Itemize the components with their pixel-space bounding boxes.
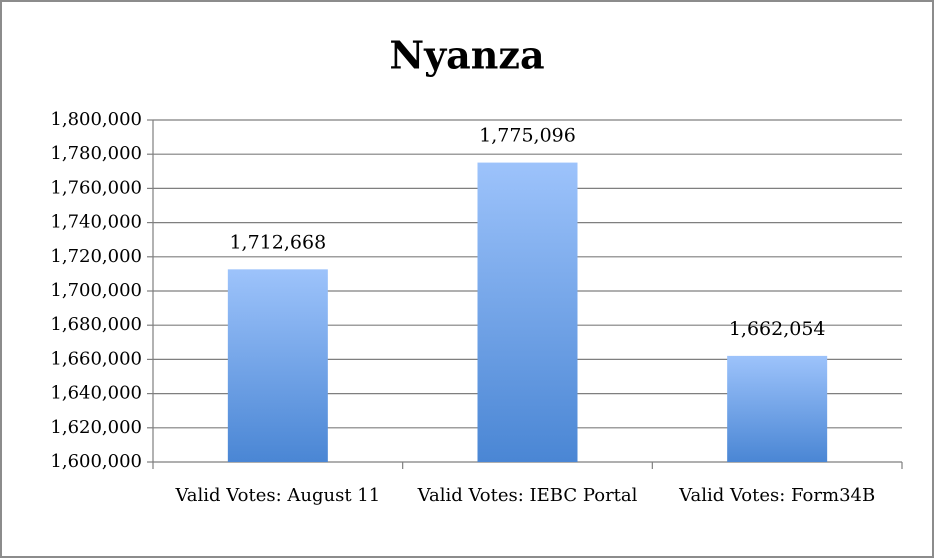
x-tick-label: Valid Votes: IEBC Portal bbox=[417, 485, 638, 506]
y-tick-label: 1,760,000 bbox=[50, 177, 142, 198]
data-label: 1,712,668 bbox=[229, 231, 326, 253]
bar bbox=[477, 162, 578, 462]
y-tick-label: 1,720,000 bbox=[50, 246, 142, 267]
bar bbox=[227, 269, 328, 462]
y-tick-label: 1,620,000 bbox=[50, 417, 142, 438]
y-tick-label: 1,740,000 bbox=[50, 212, 142, 233]
y-tick-label: 1,800,000 bbox=[50, 109, 142, 130]
data-label: 1,775,096 bbox=[479, 125, 576, 147]
y-tick-label: 1,780,000 bbox=[50, 143, 142, 164]
chart-title: Nyanza bbox=[389, 33, 544, 78]
y-tick-label: 1,680,000 bbox=[50, 314, 142, 335]
x-tick-label: Valid Votes: Form34B bbox=[678, 485, 875, 506]
y-tick-label: 1,600,000 bbox=[50, 451, 142, 472]
x-tick-label: Valid Votes: August 11 bbox=[174, 485, 380, 506]
y-tick-label: 1,700,000 bbox=[50, 280, 142, 301]
data-label: 1,662,054 bbox=[729, 318, 826, 340]
y-tick-label: 1,640,000 bbox=[50, 383, 142, 404]
bar bbox=[727, 355, 828, 462]
y-tick-label: 1,660,000 bbox=[50, 348, 142, 369]
